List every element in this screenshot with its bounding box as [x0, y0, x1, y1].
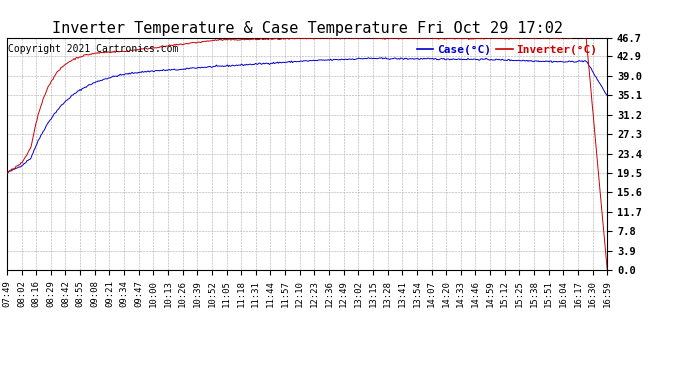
Text: Copyright 2021 Cartronics.com: Copyright 2021 Cartronics.com [8, 45, 178, 54]
Legend: Case(°C), Inverter(°C): Case(°C), Inverter(°C) [412, 41, 602, 60]
Title: Inverter Temperature & Case Temperature Fri Oct 29 17:02: Inverter Temperature & Case Temperature … [52, 21, 562, 36]
